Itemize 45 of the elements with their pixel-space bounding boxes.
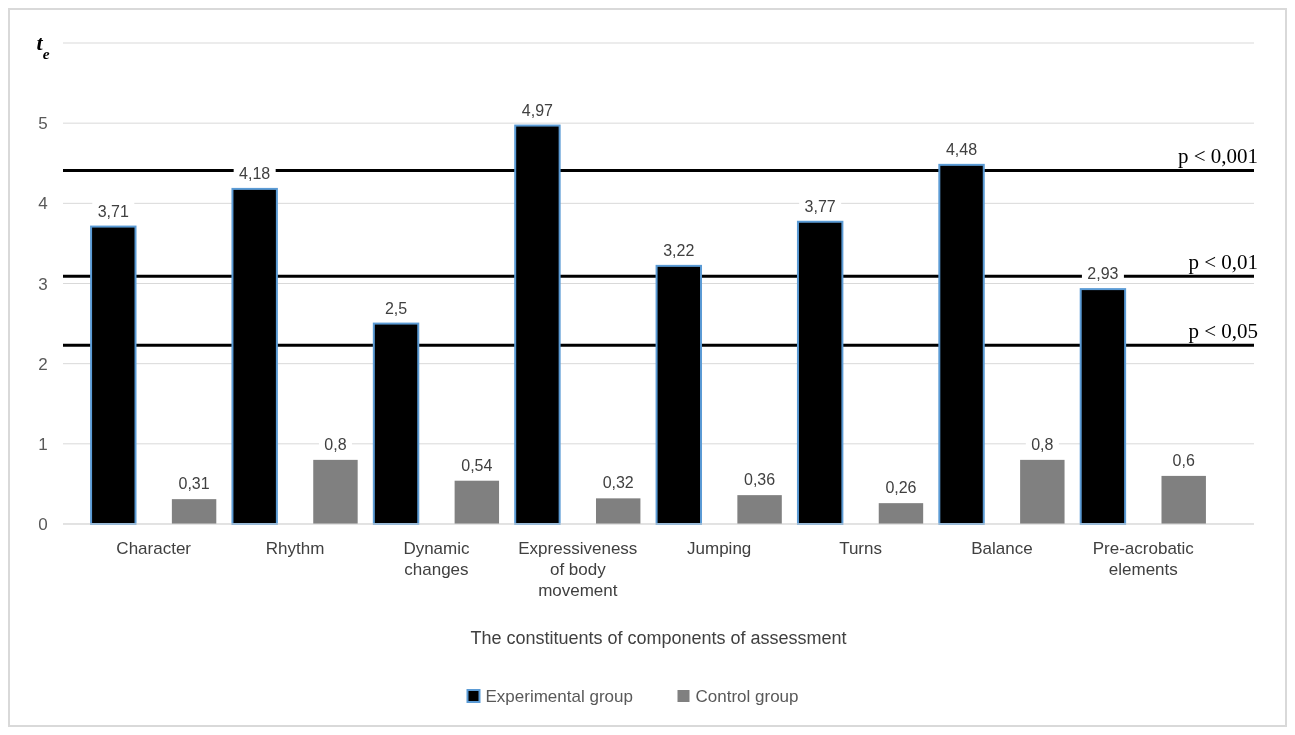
y-tick-label: 0: [38, 515, 48, 534]
bar: [878, 503, 924, 524]
x-tick-label: Dynamic changes: [403, 539, 470, 579]
bar: [595, 498, 641, 524]
x-tick-label: Expressiveness of body movement: [518, 539, 638, 600]
data-label: 4,18: [239, 164, 271, 182]
x-axis-title: The constituents of components of assessment: [470, 628, 847, 648]
data-label: 0,54: [461, 456, 493, 474]
data-label: 0,6: [1172, 451, 1195, 469]
data-label: 0,31: [178, 475, 210, 493]
data-label: 0,36: [744, 471, 776, 489]
data-label: 0,26: [885, 479, 917, 497]
bar: [171, 499, 217, 524]
data-label: 0,8: [324, 435, 347, 453]
x-tick-label: Turns: [839, 539, 882, 558]
x-tick-label: Balance: [971, 539, 1033, 558]
legend-label: Control group: [695, 687, 799, 706]
legend-label: Experimental group: [485, 687, 633, 706]
data-label: 0,32: [602, 474, 634, 492]
data-label: 4,97: [521, 101, 554, 119]
data-label: 4,48: [945, 140, 978, 158]
data-label: 3,71: [97, 202, 129, 220]
data-label: 3,22: [663, 241, 695, 259]
bar: [454, 480, 500, 524]
data-label: 0,8: [1031, 435, 1054, 453]
y-axis-title: t$_{e}$: [36, 30, 50, 62]
ref-line-label: p < 0,001: [1177, 144, 1258, 169]
data-label: 2,5: [384, 299, 408, 317]
ref-line-label: p < 0,05: [1188, 319, 1258, 344]
y-tick-label: 2: [38, 354, 48, 374]
bar: [1161, 475, 1206, 524]
bar: [1020, 459, 1065, 524]
x-tick-label: Pre-acrobatic elements: [1092, 539, 1195, 579]
y-tick-label: 1: [38, 434, 48, 454]
x-tick-label: Jumping: [687, 539, 752, 558]
ref-line-label: p < 0,01: [1188, 250, 1258, 275]
y-tick-label: 5: [38, 114, 48, 134]
bar: [313, 459, 358, 524]
x-tick-label: Rhythm: [265, 539, 325, 558]
bar: [737, 495, 782, 524]
data-label: 2,93: [1087, 265, 1119, 283]
y-tick-label: 3: [38, 274, 48, 294]
data-label: 3,77: [804, 197, 836, 215]
y-tick-label: 4: [38, 194, 48, 214]
x-tick-label: Character: [116, 539, 192, 558]
